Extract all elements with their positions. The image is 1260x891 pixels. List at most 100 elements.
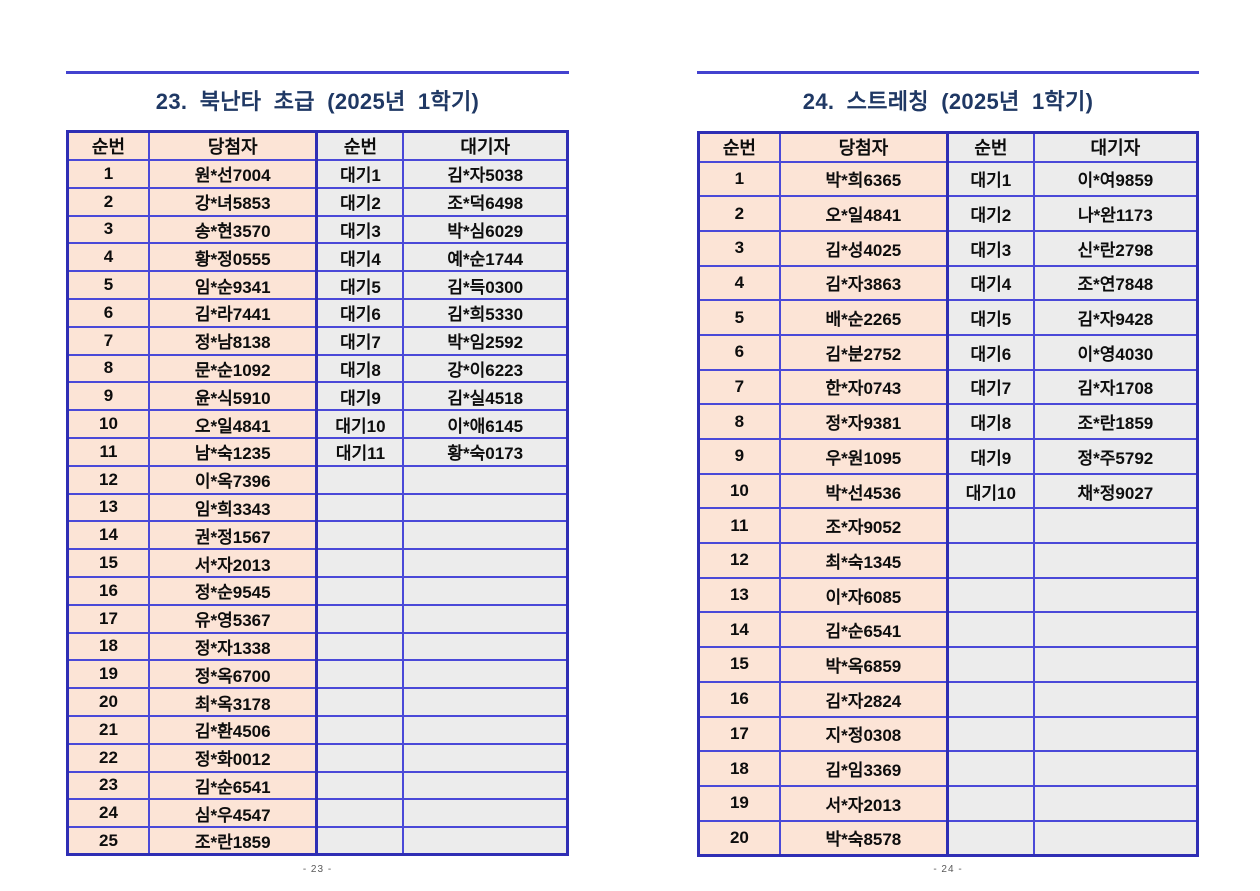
cell-winner: 서*자2013 <box>778 784 949 822</box>
table-row: 23 김*순6541 <box>66 770 569 801</box>
table-header: 순번 당첨자 순번 대기자 <box>697 131 1199 163</box>
top-rule <box>66 71 569 74</box>
cell-rank: 13 <box>66 492 150 523</box>
cell-rank: 11 <box>66 436 150 467</box>
header-waitlist: 대기자 <box>1032 131 1199 163</box>
cell-rank: 25 <box>66 826 150 856</box>
cell-rank: 3 <box>66 214 150 245</box>
table-row: 17 유*영5367 <box>66 603 569 634</box>
cell-rank: 15 <box>697 646 781 683</box>
cell-wait-rank: 대기9 <box>945 438 1035 475</box>
cell-waitlist: 채*정9027 <box>1032 472 1199 510</box>
cell-winner: 조*자9052 <box>778 507 949 545</box>
cell-waitlist: 김*자5038 <box>402 159 569 189</box>
cell-rank: 20 <box>697 819 781 857</box>
cell-wait-rank <box>945 542 1035 579</box>
cell-winner: 송*현3570 <box>147 214 319 245</box>
cell-wait-rank <box>945 750 1035 787</box>
header-wait-rank: 순번 <box>945 131 1035 163</box>
cell-waitlist: 김*실4518 <box>402 381 569 412</box>
cell-wait-rank <box>315 492 405 523</box>
cell-wait-rank: 대기1 <box>945 160 1035 198</box>
cell-wait-rank: 대기11 <box>315 436 405 467</box>
cell-winner: 이*자6085 <box>778 576 949 614</box>
cell-waitlist <box>1032 784 1199 822</box>
cell-wait-rank: 대기3 <box>945 229 1035 267</box>
cell-wait-rank <box>945 646 1035 683</box>
cell-waitlist <box>402 687 569 717</box>
table-row: 25 조*란1859 <box>66 826 569 856</box>
cell-winner: 정*자9381 <box>778 403 949 440</box>
cell-winner: 강*녀5853 <box>147 186 319 217</box>
header-waitlist: 대기자 <box>402 130 569 161</box>
cell-waitlist <box>1032 750 1199 787</box>
cell-rank: 12 <box>697 542 781 579</box>
table-row: 5 배*순2265 대기5 김*자9428 <box>697 299 1199 336</box>
cell-rank: 11 <box>697 507 781 545</box>
cell-winner: 정*남8138 <box>147 325 319 356</box>
cell-wait-rank <box>315 659 405 690</box>
cell-winner: 정*자1338 <box>147 631 319 662</box>
table-row: 16 김*자2824 <box>697 680 1199 718</box>
page-title: 23. 북난타 초급 (2025년 1학기) <box>155 89 480 114</box>
cell-wait-rank <box>315 687 405 717</box>
table-row: 2 오*일4841 대기2 나*완1173 <box>697 195 1199 232</box>
header-row: 순번 당첨자 순번 대기자 <box>66 130 569 161</box>
table-header: 순번 당첨자 순번 대기자 <box>66 130 569 161</box>
cell-winner: 박*선4536 <box>778 472 949 510</box>
cell-winner: 정*화0012 <box>147 742 319 773</box>
cell-rank: 8 <box>66 353 150 384</box>
cell-wait-rank <box>315 520 405 551</box>
cell-winner: 오*일4841 <box>778 195 949 232</box>
cell-winner: 심*우4547 <box>147 798 319 829</box>
table-row: 15 서*자2013 <box>66 548 569 578</box>
cell-waitlist <box>402 659 569 690</box>
cell-winner: 서*자2013 <box>147 548 319 578</box>
table-row: 12 최*숙1345 <box>697 542 1199 579</box>
cell-wait-rank <box>945 715 1035 753</box>
cell-rank: 7 <box>697 368 781 406</box>
cell-waitlist <box>402 826 569 856</box>
cell-waitlist: 김*희5330 <box>402 297 569 328</box>
cell-winner: 김*성4025 <box>778 229 949 267</box>
table-row: 21 김*환4506 <box>66 714 569 745</box>
cell-wait-rank: 대기8 <box>945 403 1035 440</box>
cell-winner: 임*희3343 <box>147 492 319 523</box>
cell-wait-rank: 대기10 <box>315 409 405 439</box>
cell-winner: 김*분2752 <box>778 333 949 371</box>
cell-rank: 2 <box>697 195 781 232</box>
cell-wait-rank: 대기4 <box>315 242 405 273</box>
sheet-class-23: 23. 북난타 초급 (2025년 1학기) 순번 당첨자 순번 대기자 1 원*… <box>66 0 569 891</box>
cell-waitlist: 박*심6029 <box>402 214 569 245</box>
cell-rank: 23 <box>66 770 150 801</box>
table-row: 2 강*녀5853 대기2 조*덕6498 <box>66 186 569 217</box>
cell-rank: 17 <box>66 603 150 634</box>
cell-waitlist: 조*연7848 <box>1032 264 1199 302</box>
cell-rank: 6 <box>697 333 781 371</box>
table-row: 4 김*자3863 대기4 조*연7848 <box>697 264 1199 302</box>
cell-winner: 임*순9341 <box>147 270 319 300</box>
table-row: 10 박*선4536 대기10 채*정9027 <box>697 472 1199 510</box>
cell-waitlist: 김*자9428 <box>1032 299 1199 336</box>
header-winner: 당첨자 <box>778 131 949 163</box>
cell-waitlist <box>402 770 569 801</box>
table-row: 13 이*자6085 <box>697 576 1199 614</box>
cell-waitlist <box>1032 507 1199 545</box>
header-rank: 순번 <box>697 131 781 163</box>
cell-wait-rank: 대기2 <box>315 186 405 217</box>
cell-winner: 원*선7004 <box>147 159 319 189</box>
table-row: 8 정*자9381 대기8 조*란1859 <box>697 403 1199 440</box>
roster-table-class-23: 순번 당첨자 순번 대기자 1 원*선7004 대기1 김*자5038 2 강*녀5853… <box>66 130 569 857</box>
cell-rank: 24 <box>66 798 150 829</box>
cell-waitlist <box>1032 819 1199 857</box>
cell-rank: 5 <box>697 299 781 336</box>
roster-table-class-24: 순번 당첨자 순번 대기자 1 박*희6365 대기1 이*여9859 2 오*일4841… <box>697 131 1199 857</box>
cell-winner: 최*옥3178 <box>147 687 319 717</box>
cell-waitlist: 이*영4030 <box>1032 333 1199 371</box>
table-row: 13 임*희3343 <box>66 492 569 523</box>
cell-waitlist: 조*덕6498 <box>402 186 569 217</box>
cell-waitlist: 예*순1744 <box>402 242 569 273</box>
cell-wait-rank <box>315 631 405 662</box>
cell-waitlist <box>1032 680 1199 718</box>
